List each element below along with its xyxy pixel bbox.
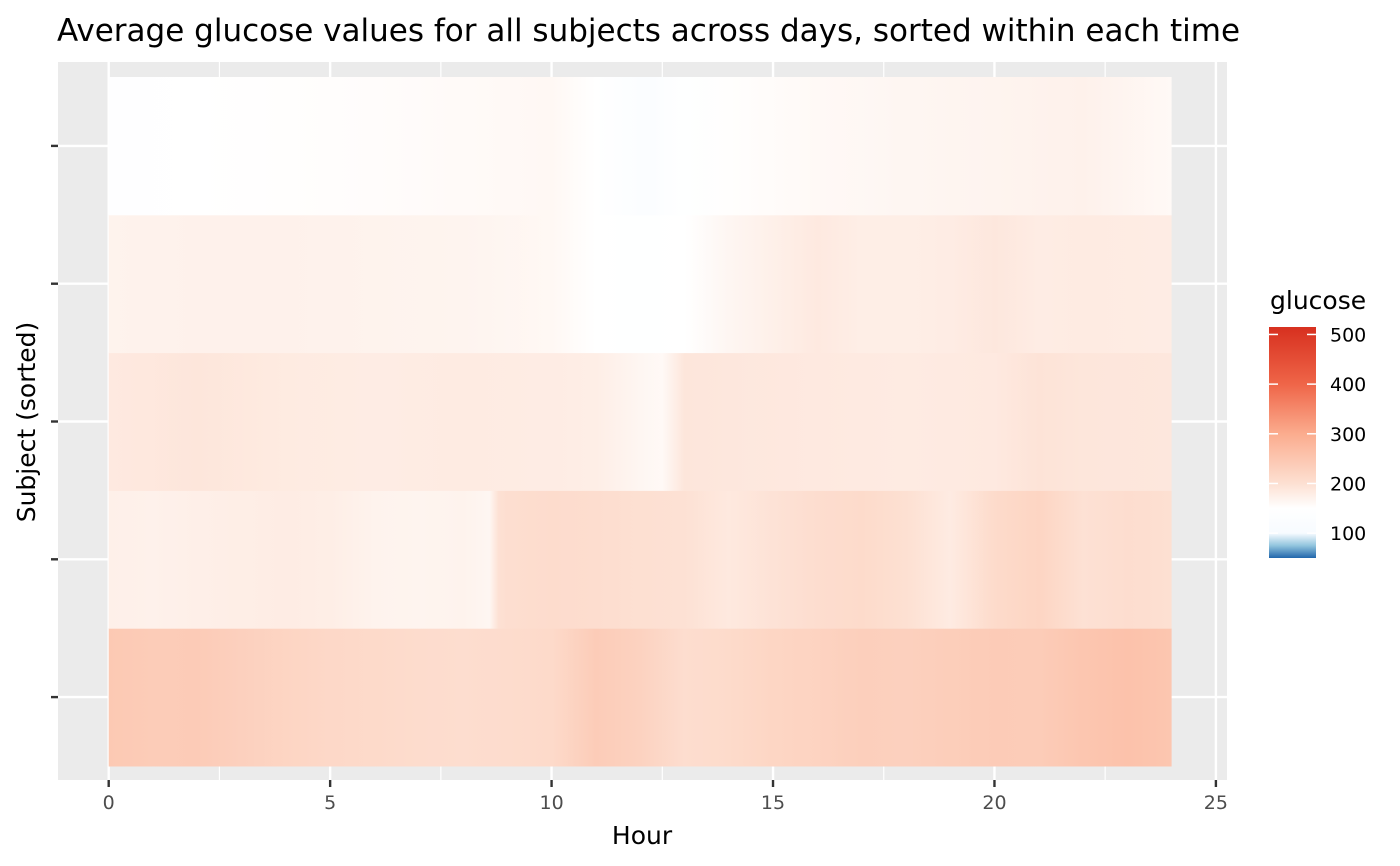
color-legend: glucose 100 200 300 400 500 — [1269, 286, 1366, 558]
x-tick-label: 10 — [539, 792, 563, 814]
legend-tick-label: 300 — [1330, 424, 1366, 446]
legend-tick-label: 100 — [1330, 523, 1366, 545]
heatmap-row — [108, 77, 1172, 216]
x-tick-label: 0 — [103, 792, 115, 814]
heatmap-row — [108, 628, 1172, 767]
heatmap-row — [108, 490, 1172, 629]
x-tick-label: 15 — [761, 792, 785, 814]
y-axis — [51, 144, 58, 699]
x-tick-label: 25 — [1204, 792, 1228, 814]
chart-title: Average glucose values for all subjects … — [57, 13, 1240, 49]
legend-title: glucose — [1270, 286, 1366, 315]
y-axis-title: Subject (sorted) — [12, 322, 41, 523]
legend-tick-label: 500 — [1330, 324, 1366, 346]
x-tick-label: 20 — [982, 792, 1006, 814]
x-tick-label: 5 — [324, 792, 336, 814]
x-axis-title: Hour — [612, 821, 673, 850]
legend-color-bar — [1269, 327, 1316, 558]
legend-tick-label: 400 — [1330, 374, 1366, 396]
heatmap-row — [108, 352, 1172, 491]
legend-ticks: 100 200 300 400 500 — [1269, 324, 1366, 545]
heatmap-row — [108, 214, 1172, 354]
legend-tick-label: 200 — [1330, 473, 1366, 495]
x-axis: 0 5 10 15 20 25 — [103, 780, 1228, 814]
heatmap-tiles — [108, 77, 1172, 767]
